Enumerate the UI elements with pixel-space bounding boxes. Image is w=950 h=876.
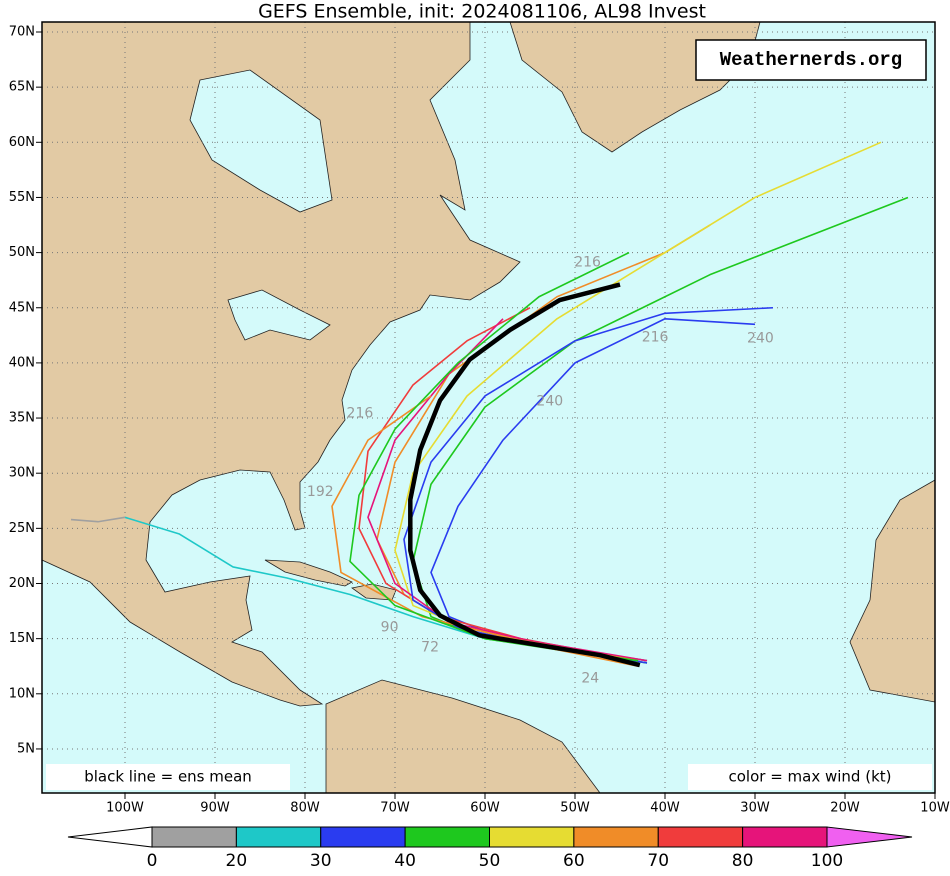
north-america — [42, 22, 521, 707]
colorbar-label: 40 — [394, 851, 416, 871]
watermark: Weathernerds.org — [720, 49, 902, 71]
lat-label: 15N — [9, 631, 35, 646]
lat-label: 55N — [9, 190, 35, 205]
south-america — [325, 679, 601, 793]
colorbar-label: 70 — [647, 851, 669, 871]
member-track — [358, 307, 639, 662]
hour-label: 72 — [421, 639, 439, 655]
lon-label: 30W — [740, 801, 770, 816]
lon-label: 10W — [920, 801, 950, 816]
member-track — [349, 251, 639, 662]
lat-label: 5N — [17, 741, 35, 756]
hour-label: 240 — [536, 394, 563, 410]
colorbar-segment — [151, 826, 237, 848]
lon-label: 40W — [650, 801, 680, 816]
member-track — [367, 318, 648, 662]
note-left: black line = ens mean — [84, 768, 252, 786]
colorbar-segment — [404, 826, 490, 848]
lat-label: 60N — [9, 135, 35, 150]
colorbar-segment — [489, 826, 575, 848]
lon-label: 70W — [380, 801, 410, 816]
colorbar-segment — [742, 826, 828, 848]
hour-label: 216 — [574, 255, 601, 271]
lon-label: 60W — [470, 801, 500, 816]
mean-track — [408, 282, 641, 668]
lon-label: 80W — [290, 801, 320, 816]
hour-label: 216 — [642, 330, 669, 346]
hour-label: 192 — [307, 484, 334, 500]
colorbar: 0 20 30 40 50 60 70 80 100 — [67, 826, 913, 871]
colorbar-label: 100 — [811, 851, 843, 871]
lat-label: 30N — [9, 466, 35, 481]
lat-label: 65N — [9, 80, 35, 95]
tracks: 240 240 216 24 90 72 192 216 216 — [70, 141, 909, 686]
axes: 70N 65N 60N 55N 50N 45N 40N 35N 30N 25N 20N 15N 10N 5… — [9, 25, 950, 816]
lat-label: 35N — [9, 411, 35, 426]
colorbar-segment — [573, 826, 659, 848]
colorbar-segment — [320, 826, 406, 848]
colorbar-over — [826, 826, 913, 848]
map-frame — [41, 21, 936, 794]
lon-label: 20W — [830, 801, 860, 816]
cuba — [264, 559, 353, 587]
hudson-bay — [189, 69, 333, 213]
note-box — [688, 764, 932, 790]
hour-label: 24 — [581, 670, 599, 686]
lat-label: 50N — [9, 245, 35, 260]
lat-label: 20N — [9, 576, 35, 591]
colorbar-segment — [657, 826, 744, 848]
watermark-box — [695, 39, 927, 81]
member-track — [70, 516, 126, 523]
colorbar-label: 60 — [563, 851, 585, 871]
colorbar-label: 50 — [479, 851, 501, 871]
hour-label: 216 — [347, 406, 374, 422]
map-area: 240 240 216 24 90 72 192 216 216 — [42, 22, 935, 793]
title: GEFS Ensemble, init: 2024081106, AL98 In… — [258, 1, 706, 23]
colorbar-label: 30 — [310, 851, 332, 871]
hour-label: 90 — [381, 620, 399, 636]
note-box — [46, 764, 290, 790]
lat-label: 25N — [9, 521, 35, 536]
lat-label: 10N — [9, 686, 35, 701]
lat-label: 40N — [9, 355, 35, 370]
note-right: color = max wind (kt) — [729, 768, 892, 786]
africa — [849, 479, 935, 703]
lon-label: 50W — [560, 801, 590, 816]
colorbar-segment — [235, 826, 322, 848]
colorbar-label: 0 — [147, 851, 158, 871]
lat-label: 70N — [9, 25, 35, 40]
colorbar-under — [67, 826, 153, 848]
lat-label: 45N — [9, 300, 35, 315]
lon-label: 100W — [106, 801, 144, 816]
lon-label: 90W — [200, 801, 230, 816]
hour-label: 240 — [747, 331, 774, 347]
colorbar-label: 80 — [732, 851, 754, 871]
colorbar-label: 20 — [226, 851, 248, 871]
